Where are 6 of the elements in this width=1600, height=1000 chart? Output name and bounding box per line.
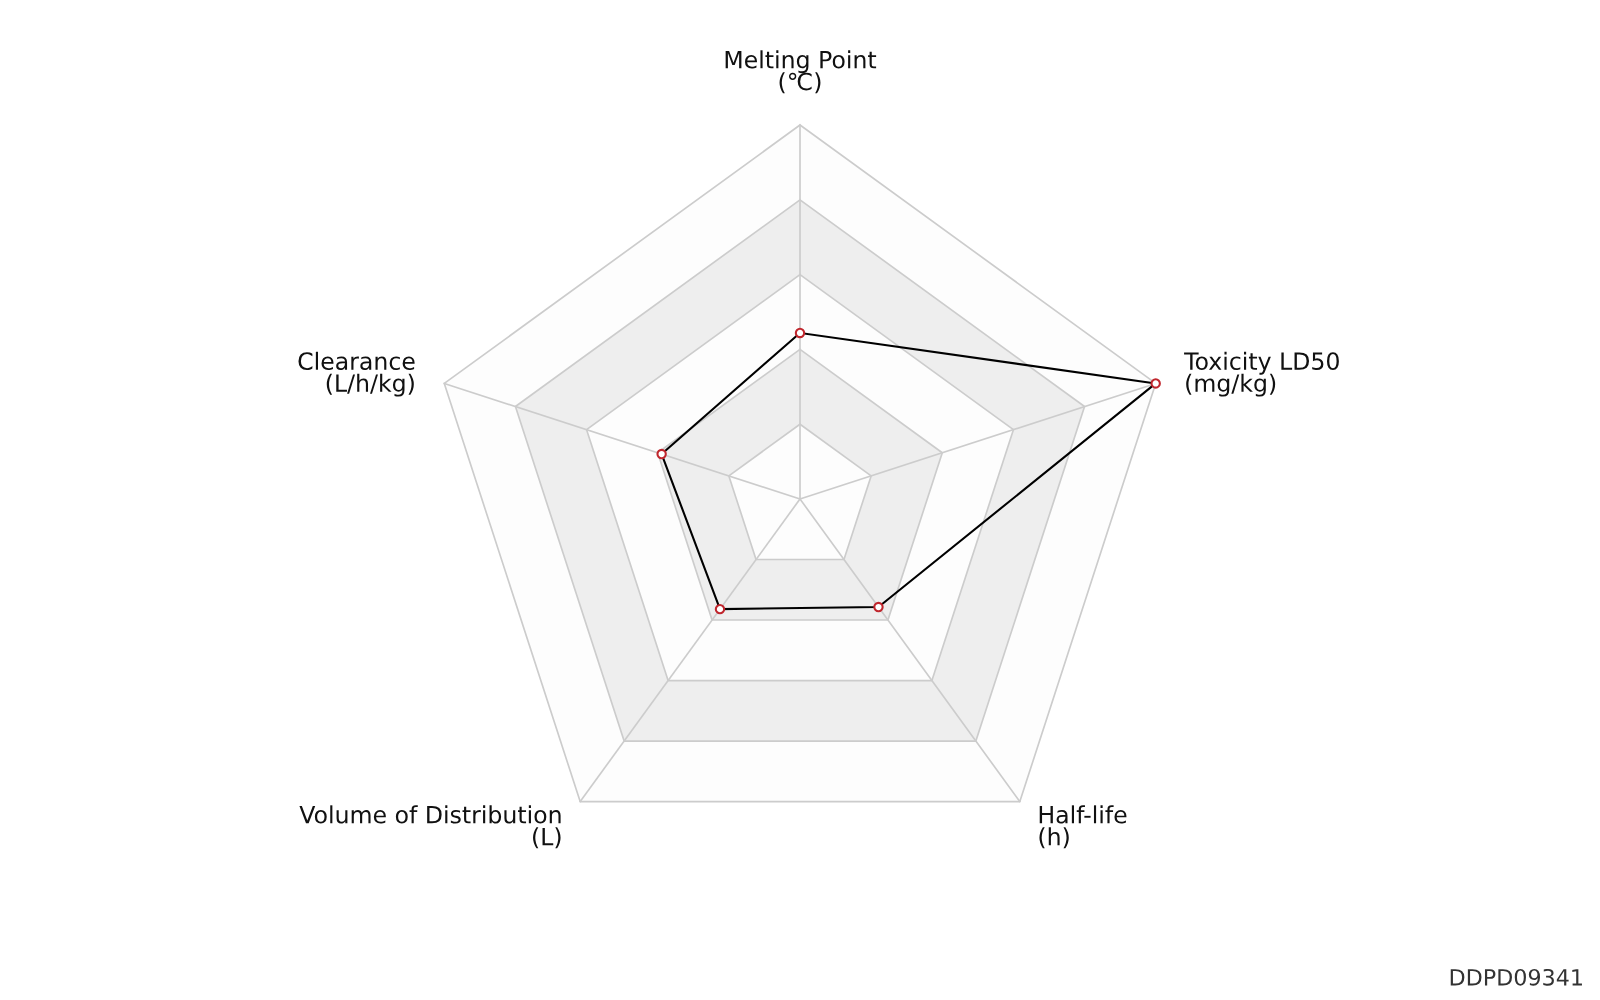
spoke-label: Toxicity LD50 (mg/kg): [1184, 351, 1339, 397]
spoke-label: Clearance (L/h/kg): [298, 351, 415, 397]
spoke-label: Volume of Distribution (L): [299, 805, 561, 849]
spoke-label: Melting Point (℃): [725, 50, 877, 94]
spoke-label: Half-life (h): [1039, 805, 1127, 849]
text: DDPD09341: [1450, 968, 1582, 986]
